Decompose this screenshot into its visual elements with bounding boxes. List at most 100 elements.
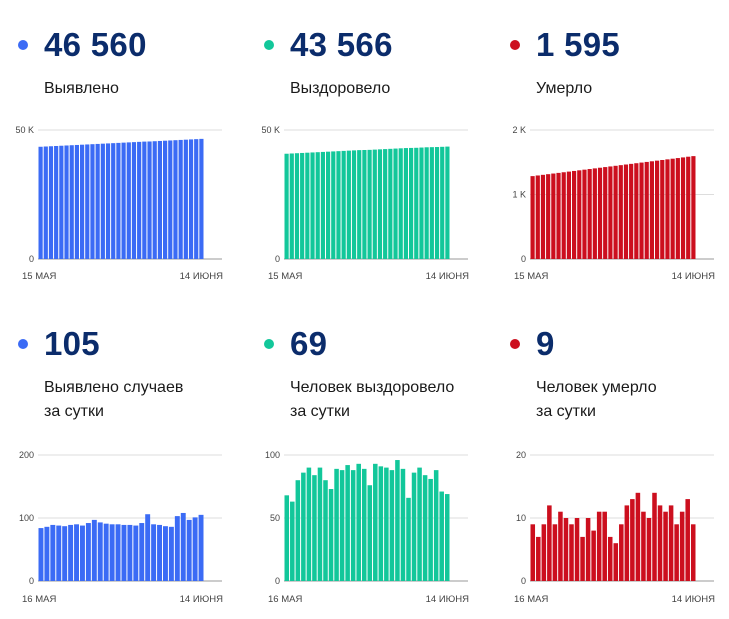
bar: [674, 524, 679, 581]
bar: [582, 169, 587, 259]
bar: [561, 172, 566, 259]
bar: [341, 150, 346, 259]
bar: [373, 463, 378, 581]
bar: [312, 475, 317, 581]
stat-label: Умерло: [536, 80, 593, 97]
bar: [180, 512, 186, 581]
bar: [649, 161, 654, 259]
bar: [50, 524, 56, 581]
bar: [383, 149, 388, 259]
status-dot: [18, 339, 28, 349]
bar: [551, 173, 556, 259]
stat-label: за сутки: [44, 403, 104, 420]
bar: [43, 146, 48, 259]
stat-label: Выявлено случаев: [44, 379, 184, 396]
bar: [388, 148, 393, 259]
bar: [389, 470, 395, 581]
y-tick-label: 20: [516, 450, 526, 460]
bar: [675, 158, 680, 259]
bar: [439, 491, 444, 581]
bar: [587, 169, 592, 259]
bar: [541, 524, 547, 581]
bar: [400, 468, 406, 581]
bar: [607, 536, 613, 581]
bar-chart: 0 50 K 15 МАЯ 14 ИЮНЯ: [15, 125, 223, 282]
y-tick-label: 200: [19, 450, 34, 460]
bar: [429, 147, 434, 259]
y-tick-label: 1 K: [512, 190, 526, 200]
bar: [422, 475, 428, 581]
bar: [608, 166, 613, 259]
bar: [80, 144, 85, 259]
bar: [336, 151, 341, 259]
x-start-label: 16 МАЯ: [268, 594, 302, 605]
bar: [530, 524, 536, 581]
x-end-label: 14 ИЮНЯ: [672, 271, 715, 282]
bar: [613, 165, 618, 259]
bar: [346, 150, 351, 259]
stat-value: 46 560: [44, 26, 147, 63]
bar: [619, 524, 624, 581]
bar: [351, 150, 357, 259]
bar: [300, 152, 305, 259]
stat-label: Выявлено: [44, 80, 119, 97]
bar: [556, 172, 561, 259]
bar: [591, 530, 596, 581]
bar: [414, 147, 419, 259]
bar: [133, 525, 139, 581]
x-end-label: 14 ИЮНЯ: [180, 594, 223, 605]
bar: [367, 485, 373, 581]
bar: [38, 146, 43, 259]
bar: [679, 511, 685, 581]
bar: [183, 139, 188, 259]
status-dot: [18, 40, 28, 50]
bar: [198, 514, 204, 581]
bar: [163, 526, 168, 581]
bar: [362, 149, 367, 259]
bar: [305, 152, 310, 259]
bar: [572, 170, 577, 259]
bar: [168, 140, 173, 259]
status-dot: [264, 339, 274, 349]
bar: [563, 518, 569, 581]
bar: [393, 148, 398, 259]
x-start-label: 16 МАЯ: [514, 594, 548, 605]
bar: [685, 499, 690, 581]
bar: [194, 139, 199, 259]
y-tick-label: 50 K: [261, 125, 280, 135]
bar: [109, 524, 115, 581]
bar: [90, 144, 95, 259]
bar: [630, 499, 635, 581]
bar: [54, 145, 59, 259]
bar: [38, 528, 44, 581]
bar: [670, 158, 675, 259]
bar: [48, 146, 54, 259]
status-dot: [510, 339, 520, 349]
bar: [444, 494, 450, 581]
bar: [157, 140, 162, 259]
bar: [105, 143, 111, 259]
bar: [577, 170, 582, 259]
bar: [85, 523, 91, 581]
bar: [691, 156, 696, 259]
bar: [174, 516, 180, 581]
bar: [644, 161, 649, 259]
bar: [558, 511, 563, 581]
bar: [151, 524, 157, 581]
bar: [111, 143, 116, 259]
bar: [663, 511, 668, 581]
bar: [424, 147, 429, 259]
bar: [326, 151, 331, 259]
y-tick-label: 0: [275, 254, 280, 264]
bar: [417, 467, 422, 581]
bar: [334, 468, 339, 581]
bar: [613, 543, 619, 581]
bar: [62, 526, 68, 581]
bar: [657, 505, 663, 581]
x-end-label: 14 ИЮНЯ: [180, 271, 223, 282]
bar: [100, 143, 105, 259]
bar: [115, 524, 121, 581]
bar: [317, 467, 323, 581]
x-start-label: 15 МАЯ: [514, 271, 548, 282]
bar: [320, 151, 325, 259]
